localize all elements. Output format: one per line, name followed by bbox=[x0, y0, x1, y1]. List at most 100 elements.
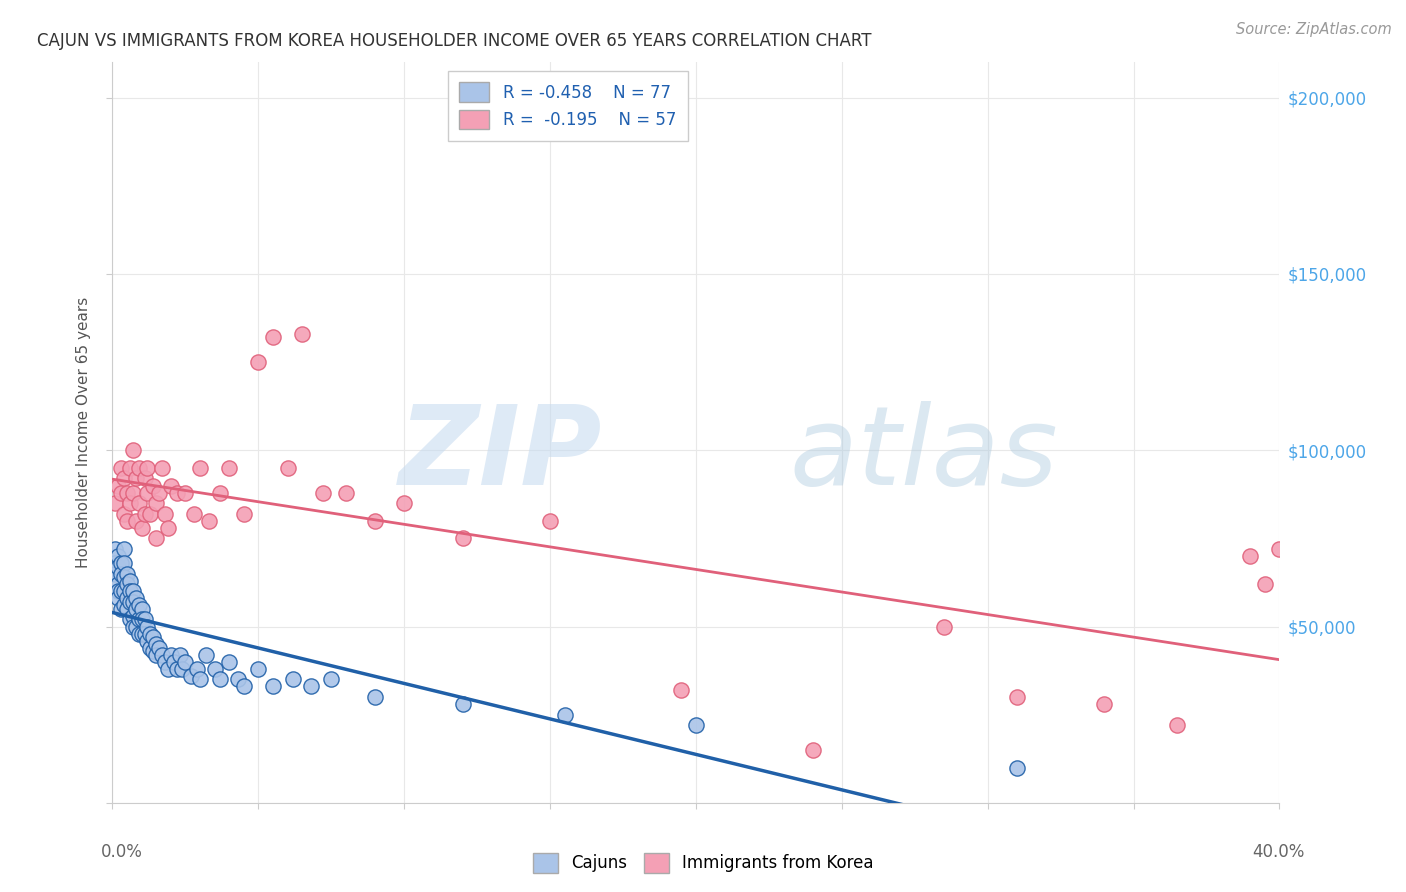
Point bbox=[209, 485, 232, 500]
Point bbox=[139, 640, 162, 655]
Point bbox=[134, 626, 156, 640]
Point bbox=[1094, 697, 1116, 711]
Point bbox=[112, 541, 135, 556]
Point bbox=[139, 507, 162, 521]
Point bbox=[197, 514, 219, 528]
Point bbox=[262, 330, 284, 344]
Point bbox=[394, 496, 416, 510]
Point bbox=[451, 532, 474, 546]
Point bbox=[104, 566, 127, 581]
Point bbox=[153, 507, 176, 521]
Point bbox=[172, 662, 194, 676]
Point bbox=[142, 630, 165, 644]
Point bbox=[291, 326, 314, 341]
Point bbox=[188, 673, 211, 687]
Point bbox=[118, 461, 141, 475]
Point bbox=[136, 633, 159, 648]
Point bbox=[110, 485, 132, 500]
Point bbox=[1166, 718, 1188, 732]
Point bbox=[163, 655, 186, 669]
Point bbox=[145, 648, 167, 662]
Point bbox=[180, 669, 202, 683]
Point bbox=[118, 496, 141, 510]
Point bbox=[107, 584, 129, 599]
Point bbox=[183, 507, 205, 521]
Text: 40.0%: 40.0% bbox=[1253, 843, 1305, 861]
Point bbox=[218, 655, 240, 669]
Point bbox=[112, 471, 135, 485]
Point bbox=[118, 574, 141, 588]
Y-axis label: Householder Income Over 65 years: Householder Income Over 65 years bbox=[76, 297, 91, 568]
Point bbox=[1268, 541, 1291, 556]
Point bbox=[112, 556, 135, 570]
Text: CAJUN VS IMMIGRANTS FROM KOREA HOUSEHOLDER INCOME OVER 65 YEARS CORRELATION CHAR: CAJUN VS IMMIGRANTS FROM KOREA HOUSEHOLD… bbox=[37, 32, 872, 50]
Legend: Cajuns, Immigrants from Korea: Cajuns, Immigrants from Korea bbox=[526, 847, 880, 880]
Point bbox=[209, 673, 232, 687]
Point bbox=[134, 471, 156, 485]
Point bbox=[107, 549, 129, 563]
Point bbox=[134, 507, 156, 521]
Point bbox=[110, 556, 132, 570]
Point bbox=[232, 680, 254, 694]
Point bbox=[188, 461, 211, 475]
Point bbox=[247, 662, 270, 676]
Point bbox=[110, 566, 132, 581]
Point bbox=[671, 683, 693, 698]
Point bbox=[148, 485, 170, 500]
Point bbox=[247, 355, 270, 369]
Point bbox=[125, 591, 148, 606]
Point bbox=[136, 619, 159, 633]
Point bbox=[107, 577, 129, 591]
Point bbox=[1005, 690, 1028, 704]
Text: 0.0%: 0.0% bbox=[101, 843, 143, 861]
Point bbox=[118, 584, 141, 599]
Point bbox=[166, 485, 188, 500]
Point bbox=[125, 602, 148, 616]
Point bbox=[218, 461, 240, 475]
Point bbox=[538, 514, 561, 528]
Point bbox=[128, 599, 150, 613]
Point bbox=[364, 514, 387, 528]
Point bbox=[451, 697, 474, 711]
Point bbox=[107, 559, 129, 574]
Point bbox=[104, 496, 127, 510]
Point bbox=[118, 612, 141, 626]
Point bbox=[166, 662, 188, 676]
Point bbox=[142, 644, 165, 658]
Point bbox=[110, 584, 132, 599]
Point bbox=[335, 485, 357, 500]
Point bbox=[110, 602, 132, 616]
Point bbox=[122, 595, 145, 609]
Point bbox=[160, 478, 183, 492]
Point bbox=[276, 461, 298, 475]
Point bbox=[186, 662, 208, 676]
Point bbox=[110, 461, 132, 475]
Point bbox=[148, 640, 170, 655]
Legend: R = -0.458    N = 77, R =  -0.195    N = 57: R = -0.458 N = 77, R = -0.195 N = 57 bbox=[447, 70, 688, 141]
Point bbox=[1254, 577, 1277, 591]
Point bbox=[283, 673, 305, 687]
Point bbox=[112, 599, 135, 613]
Point bbox=[122, 443, 145, 458]
Point bbox=[131, 612, 153, 626]
Point bbox=[299, 680, 322, 694]
Point bbox=[131, 602, 153, 616]
Point bbox=[125, 619, 148, 633]
Point bbox=[153, 655, 176, 669]
Point bbox=[321, 673, 343, 687]
Point bbox=[232, 507, 254, 521]
Point bbox=[115, 514, 138, 528]
Point bbox=[107, 591, 129, 606]
Point bbox=[115, 577, 138, 591]
Point bbox=[115, 591, 138, 606]
Text: Source: ZipAtlas.com: Source: ZipAtlas.com bbox=[1236, 22, 1392, 37]
Point bbox=[115, 602, 138, 616]
Point bbox=[115, 485, 138, 500]
Point bbox=[131, 521, 153, 535]
Point bbox=[112, 507, 135, 521]
Point bbox=[194, 648, 217, 662]
Point bbox=[128, 612, 150, 626]
Point bbox=[104, 541, 127, 556]
Point bbox=[122, 584, 145, 599]
Point bbox=[932, 619, 955, 633]
